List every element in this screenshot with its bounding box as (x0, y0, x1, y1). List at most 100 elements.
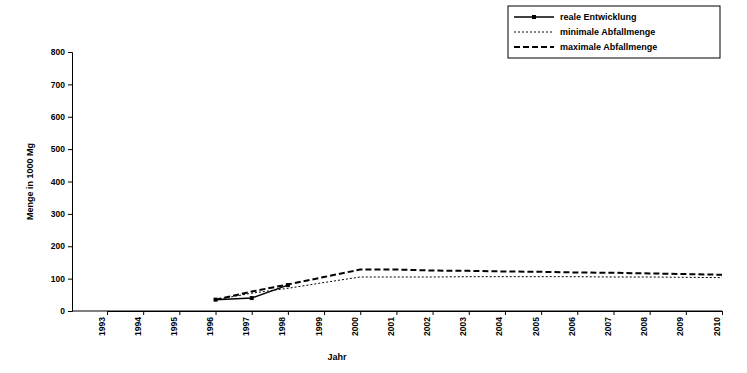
x-tick: 1997 (241, 311, 252, 336)
x-tick-label: 2005 (531, 317, 541, 336)
x-tick-mark (469, 311, 470, 315)
y-tick-mark (68, 214, 72, 215)
x-tick-mark (613, 311, 614, 315)
y-tick-mark (68, 117, 72, 118)
x-tick-label: 2003 (458, 317, 468, 336)
x-tick-mark (577, 311, 578, 315)
x-tick-mark (650, 311, 651, 315)
y-tick: 800 (51, 47, 72, 57)
y-axis-title: Menge in 1000 Mg (25, 143, 35, 220)
x-tick-mark (288, 311, 289, 315)
x-tick-mark (324, 311, 325, 315)
plot-area (214, 270, 722, 302)
x-tick-mark (143, 311, 144, 315)
series-line (216, 277, 722, 300)
legend-label: minimale Abfallmenge (560, 27, 655, 37)
x-tick: 2002 (422, 311, 433, 336)
x-tick: 2001 (386, 311, 397, 336)
legend-label: reale Entwicklung (560, 12, 637, 22)
x-tick: 1996 (205, 311, 216, 336)
y-tick: 200 (51, 241, 72, 251)
x-tick: 2010 (712, 311, 723, 336)
series-marker (250, 296, 254, 300)
y-tick-mark (68, 182, 72, 183)
y-tick-label: 500 (51, 144, 65, 154)
y-tick-label: 100 (51, 274, 65, 284)
y-tick-mark (68, 311, 72, 312)
x-tick-label: 2004 (494, 317, 504, 336)
x-tick: 1993 (97, 311, 108, 336)
y-tick: 400 (51, 177, 72, 187)
x-tick-label: 2000 (350, 317, 360, 336)
y-tick-label: 800 (51, 47, 65, 57)
x-tick-mark (433, 311, 434, 315)
legend-box (508, 6, 720, 58)
y-axis: 0 100 200 300 400 500 600 700 800 (51, 47, 73, 316)
y-tick: 500 (51, 144, 72, 154)
y-tick: 700 (51, 80, 72, 90)
x-tick-label: 2001 (386, 317, 396, 336)
x-tick-mark (107, 311, 108, 315)
x-tick-mark (541, 311, 542, 315)
x-tick-mark (360, 311, 361, 315)
x-tick-label: 2002 (422, 317, 432, 336)
y-tick: 0 (60, 306, 72, 316)
legend-marker (532, 15, 536, 19)
x-tick-label: 2006 (567, 317, 577, 336)
y-tick-label: 300 (51, 209, 65, 219)
x-tick: 1998 (277, 311, 288, 336)
x-tick-label: 2009 (675, 317, 685, 336)
y-tick-label: 0 (60, 306, 65, 316)
y-tick: 100 (51, 274, 72, 284)
x-tick-label: 2008 (639, 317, 649, 336)
chart: 0100200300400500600700800199319941995199… (0, 0, 747, 373)
x-tick-label: 2007 (603, 317, 613, 336)
y-tick-label: 200 (51, 241, 65, 251)
x-tick: 2003 (458, 311, 469, 336)
y-tick-label: 600 (51, 112, 65, 122)
x-tick-mark (505, 311, 506, 315)
x-tick: 1999 (314, 311, 325, 336)
x-tick: 2004 (494, 311, 505, 336)
x-tick: 2006 (567, 311, 578, 336)
x-tick: 1994 (133, 311, 144, 336)
x-tick: 2007 (603, 311, 614, 336)
legend-swatch (514, 32, 554, 33)
y-tick-mark (68, 149, 72, 150)
y-tick: 600 (51, 112, 72, 122)
x-tick: 2008 (639, 311, 650, 336)
y-tick-mark (68, 84, 72, 85)
x-tick-label: 1999 (314, 317, 324, 336)
series-line (216, 270, 722, 300)
x-tick-label: 1998 (277, 317, 287, 336)
x-tick-label: 1997 (241, 317, 251, 336)
y-tick-mark (68, 279, 72, 280)
legend: reale Entwicklung minimale Abfallmenge max… (508, 6, 720, 58)
x-tick-label: 1996 (205, 317, 215, 336)
y-tick-mark (68, 246, 72, 247)
x-tick: 2005 (531, 311, 542, 336)
x-axis-domain (108, 312, 723, 316)
x-tick-mark (686, 311, 687, 315)
legend-swatch (514, 46, 554, 48)
y-axis-line (68, 53, 73, 312)
x-tick-mark (216, 311, 217, 315)
x-axis: 1993 1994 1995 1996 1997 1998 1999 2000 2001 2002… (97, 311, 723, 336)
y-tick-label: 400 (51, 177, 65, 187)
x-tick-label: 1993 (97, 317, 107, 336)
x-tick-mark (179, 311, 180, 315)
legend-label: maximale Abfallmenge (560, 42, 657, 52)
x-tick-mark (252, 311, 253, 315)
y-tick: 300 (51, 209, 72, 219)
x-tick-label: 1995 (169, 317, 179, 336)
x-tick-mark (396, 311, 397, 315)
x-tick: 2000 (350, 311, 361, 336)
x-tick-label: 1994 (133, 317, 143, 336)
x-tick: 2009 (675, 311, 686, 336)
x-tick: 1995 (169, 311, 180, 336)
x-tick-mark (722, 311, 723, 315)
y-tick-label: 700 (51, 80, 65, 90)
x-axis-title: Jahr (327, 352, 347, 362)
x-tick-label: 2010 (712, 317, 722, 336)
y-tick-mark (68, 52, 72, 53)
